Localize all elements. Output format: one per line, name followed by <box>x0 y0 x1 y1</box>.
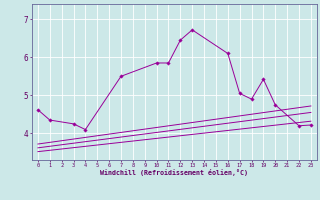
X-axis label: Windchill (Refroidissement éolien,°C): Windchill (Refroidissement éolien,°C) <box>100 169 248 176</box>
